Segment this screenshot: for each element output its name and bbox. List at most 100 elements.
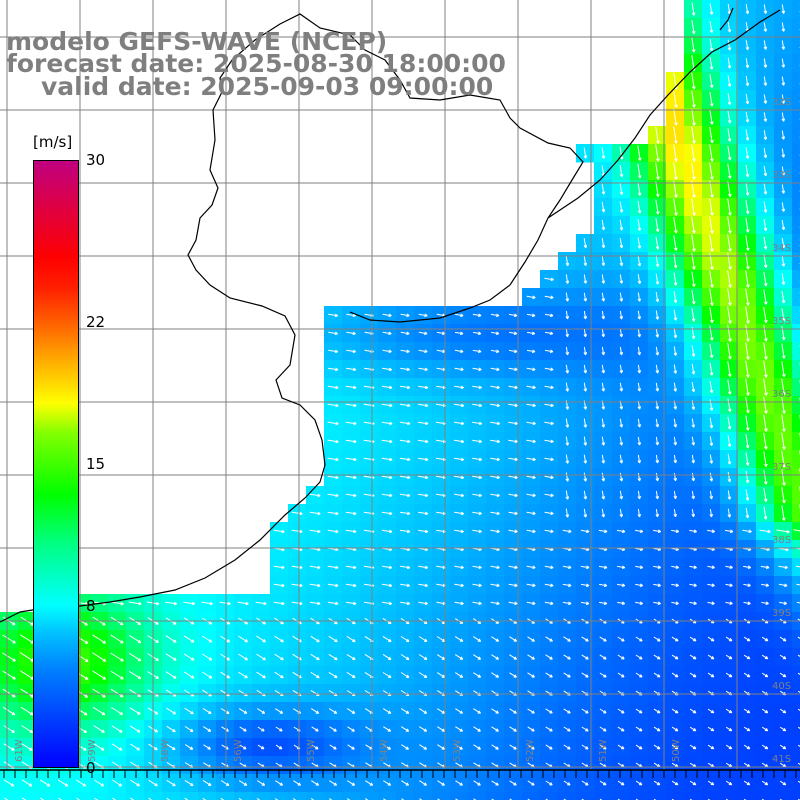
wind-arrow [454, 313, 464, 318]
wind-arrow [417, 421, 429, 426]
wind-arrow [725, 744, 733, 750]
wind-arrow [598, 529, 608, 534]
wind-arrow [565, 292, 570, 302]
wind-arrow [345, 493, 357, 498]
field-cell [792, 540, 800, 559]
wind-arrow [130, 797, 135, 800]
wind-arrow [148, 797, 153, 800]
wind-arrow [57, 797, 63, 800]
wind-arrow [727, 342, 732, 360]
wind-arrow [219, 601, 231, 606]
wind-arrow [328, 331, 338, 336]
wind-arrow [707, 672, 715, 678]
wind-arrow [691, 491, 695, 500]
wind-arrow [727, 145, 732, 161]
wind-arrow [274, 653, 284, 661]
wind-arrow [797, 636, 800, 639]
wind-arrow [763, 396, 768, 414]
wind-arrow [201, 601, 213, 606]
wind-arrow [601, 364, 606, 374]
wind-arrow [673, 216, 678, 234]
wind-arrow [565, 508, 570, 518]
wind-arrow [508, 439, 518, 444]
wind-arrow [544, 601, 554, 606]
wind-arrow [257, 726, 265, 732]
wind-arrow [619, 364, 624, 374]
wind-arrow [763, 289, 768, 305]
wind-arrow [673, 90, 678, 108]
wind-arrow [399, 475, 411, 480]
wind-arrow [745, 396, 750, 414]
wind-arrow [110, 634, 124, 644]
wind-arrow [637, 508, 642, 518]
wind-arrow [781, 396, 786, 414]
wind-arrow [545, 708, 553, 714]
wind-arrow [527, 672, 535, 678]
lon-label: 52W [525, 739, 536, 762]
wind-arrow [327, 565, 339, 570]
wind-arrow [238, 780, 248, 786]
wind-arrow [454, 475, 465, 480]
wind-arrow [383, 780, 392, 786]
wind-arrow [707, 601, 715, 605]
wind-arrow [583, 436, 588, 446]
wind-arrow [673, 309, 678, 321]
field-cell [792, 252, 800, 271]
wind-arrow [709, 162, 714, 180]
wind-arrow [745, 270, 750, 288]
field-cell [792, 270, 800, 289]
wind-arrow [565, 436, 570, 446]
wind-arrow [418, 565, 429, 570]
wind-arrow [709, 21, 714, 33]
wind-arrow [671, 744, 679, 750]
wind-arrow [691, 363, 696, 375]
wind-arrow [709, 91, 714, 107]
wind-arrow [635, 601, 644, 605]
field-cell [486, 792, 505, 800]
wind-arrow [526, 493, 536, 498]
wind-arrow [779, 672, 787, 678]
wind-arrow [727, 234, 732, 252]
wind-arrow [599, 726, 607, 732]
lat-label: 38S [772, 535, 791, 546]
wind-arrow [328, 671, 338, 679]
wind-arrow [653, 726, 661, 732]
wind-arrow [637, 145, 642, 161]
wind-arrow [472, 565, 482, 570]
wind-arrow [565, 346, 570, 356]
wind-arrow [781, 361, 786, 378]
wind-arrow [508, 493, 518, 498]
wind-arrow [781, 94, 786, 104]
wind-arrow [763, 414, 768, 432]
wind-arrow [797, 726, 800, 729]
field-cell [792, 216, 800, 235]
wind-arrow [508, 601, 518, 606]
wind-arrow [166, 725, 176, 733]
field-cell [792, 324, 800, 343]
wind-arrow [689, 601, 697, 605]
wind-arrow [691, 271, 696, 287]
wind-arrow [617, 654, 625, 660]
wind-arrow [273, 565, 285, 570]
wind-arrow [601, 346, 606, 356]
wind-arrow [635, 708, 643, 714]
wind-arrow [418, 529, 429, 534]
wind-arrow [129, 707, 141, 715]
wind-arrow [545, 672, 553, 678]
wind-arrow [184, 744, 194, 750]
wind-arrow [455, 744, 463, 750]
wind-arrow [759, 529, 771, 534]
wind-arrow [418, 583, 428, 588]
wind-arrow [727, 379, 732, 395]
wind-arrow [220, 671, 231, 679]
title-forecast-date: forecast date: 2025-08-30 18:00:00 [6, 49, 506, 78]
field-cell [720, 792, 739, 800]
wind-arrow [763, 4, 768, 14]
field-cell [792, 792, 800, 800]
wind-arrow [727, 3, 732, 15]
field-cell [738, 792, 757, 800]
wind-arrow [673, 436, 678, 446]
wind-arrow [165, 635, 177, 643]
